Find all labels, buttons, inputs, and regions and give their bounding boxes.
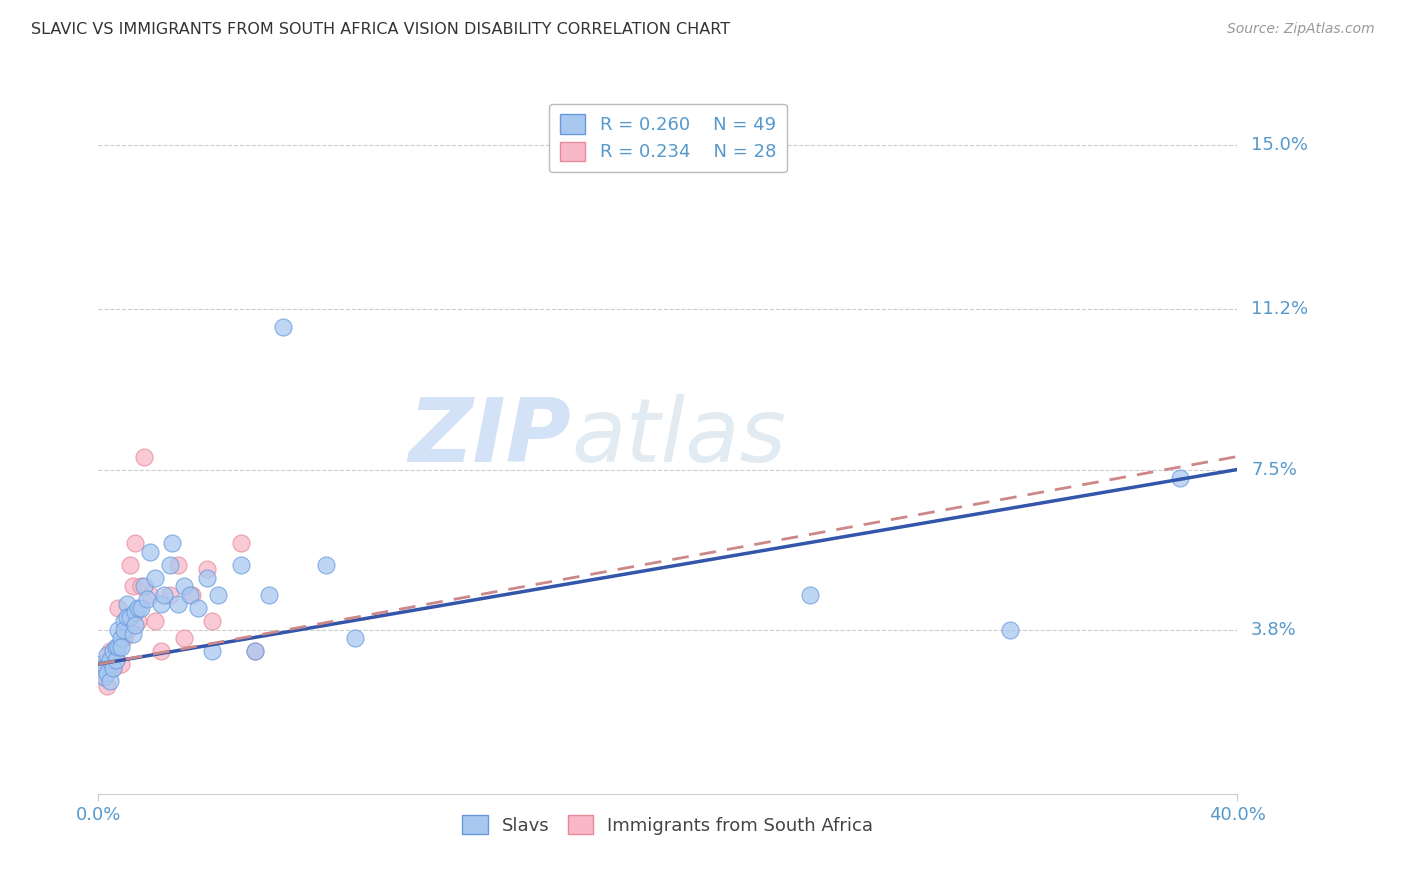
Text: 15.0%: 15.0% (1251, 136, 1308, 154)
Point (135, 592, 157, 607)
Point (98, 644, 121, 658)
Text: atlas: atlas (571, 394, 786, 480)
Point (243, 644, 266, 658)
Point (101, 661, 124, 675)
Point (273, 319, 295, 334)
Point (138, 544, 160, 558)
Point (107, 623, 129, 637)
Point (104, 640, 127, 654)
Point (107, 601, 129, 615)
Text: 3.8%: 3.8% (1251, 621, 1296, 639)
Point (98, 653, 121, 667)
Point (107, 640, 129, 654)
Point (179, 588, 201, 602)
Point (110, 657, 132, 672)
Point (118, 609, 141, 624)
Point (998, 623, 1021, 637)
Point (145, 571, 167, 585)
Text: 7.5%: 7.5% (1251, 460, 1298, 478)
Point (799, 588, 821, 602)
Point (124, 618, 146, 632)
Point (93, 670, 115, 684)
Point (90, 661, 112, 675)
Point (127, 601, 149, 615)
Point (121, 579, 143, 593)
Point (90, 657, 112, 672)
Point (110, 640, 132, 654)
Point (101, 644, 124, 658)
Point (112, 623, 135, 637)
Point (127, 614, 149, 628)
Point (153, 588, 176, 602)
Point (118, 558, 141, 572)
Point (201, 614, 224, 628)
Point (162, 536, 184, 550)
Point (96, 653, 118, 667)
Point (104, 653, 127, 667)
Point (124, 605, 146, 619)
Point (259, 588, 281, 602)
Point (150, 644, 173, 658)
Point (201, 644, 224, 658)
Point (229, 536, 252, 550)
Point (121, 627, 143, 641)
Point (173, 579, 195, 593)
Point (112, 631, 135, 645)
Point (167, 597, 190, 611)
Text: ZIP: ZIP (408, 393, 571, 481)
Point (159, 588, 181, 602)
Point (96, 648, 118, 663)
Text: SLAVIC VS IMMIGRANTS FROM SOUTH AFRICA VISION DISABILITY CORRELATION CHART: SLAVIC VS IMMIGRANTS FROM SOUTH AFRICA V… (31, 22, 730, 37)
Point (115, 623, 138, 637)
Point (129, 579, 152, 593)
Point (243, 644, 266, 658)
Point (150, 597, 173, 611)
Point (93, 670, 115, 684)
Legend: Slavs, Immigrants from South Africa: Slavs, Immigrants from South Africa (451, 804, 884, 846)
Point (229, 558, 252, 572)
Point (138, 588, 160, 602)
Point (187, 601, 209, 615)
Point (207, 588, 229, 602)
Point (315, 558, 337, 572)
Point (112, 614, 135, 628)
Point (343, 631, 366, 645)
Point (167, 558, 190, 572)
Point (159, 558, 181, 572)
Point (173, 631, 195, 645)
Point (124, 536, 146, 550)
Point (181, 588, 204, 602)
Point (98, 674, 121, 689)
Point (145, 614, 167, 628)
Text: 11.2%: 11.2% (1251, 301, 1309, 318)
Point (195, 562, 218, 576)
Point (93, 661, 115, 675)
Point (129, 601, 152, 615)
Point (115, 609, 138, 624)
Point (104, 653, 127, 667)
Point (96, 679, 118, 693)
Point (195, 571, 218, 585)
Point (96, 665, 118, 680)
Point (132, 579, 155, 593)
Text: Source: ZipAtlas.com: Source: ZipAtlas.com (1227, 22, 1375, 37)
Point (132, 450, 155, 464)
Point (115, 597, 138, 611)
Point (101, 661, 124, 675)
Point (1170, 471, 1192, 485)
Point (110, 631, 132, 645)
